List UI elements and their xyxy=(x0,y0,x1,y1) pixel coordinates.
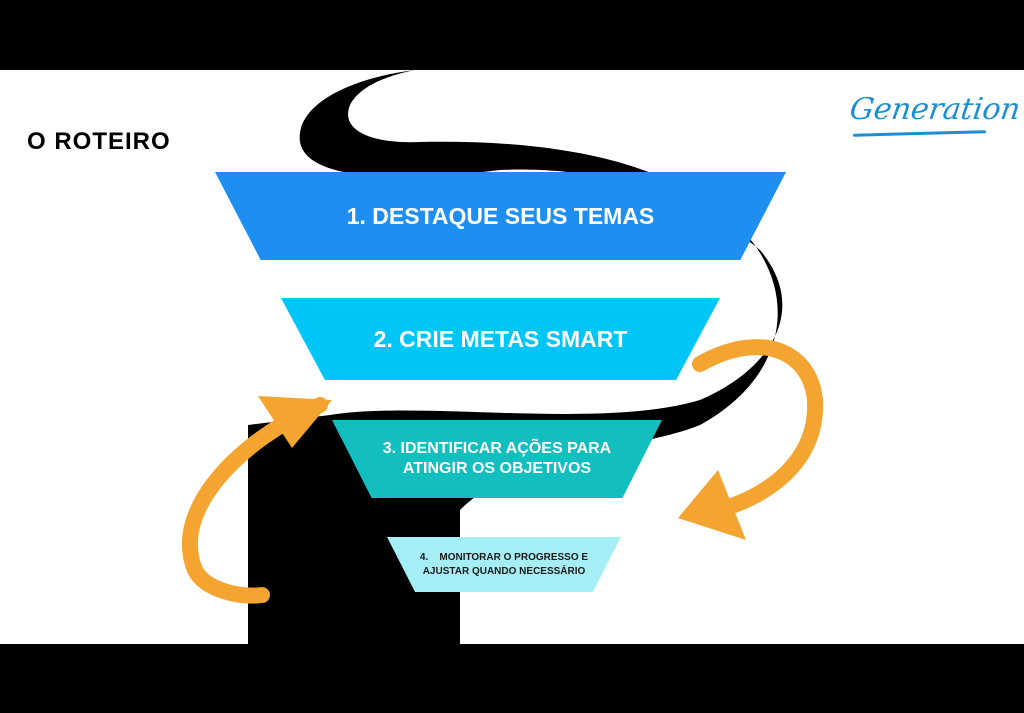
slide: O ROTEIRO Generation 1. DESTAQUE SEUS TE… xyxy=(0,70,1024,644)
generation-logo: Generation xyxy=(847,92,1023,127)
cycle-arrow-icon xyxy=(181,339,824,604)
funnel-step-4-label: 4. MONITORAR O PROGRESSO E AJUSTAR QUAND… xyxy=(419,551,591,577)
funnel-step-3-label: 3. IDENTIFICAR AÇÕES PARA ATINGIR OS OBJ… xyxy=(382,440,612,477)
winding-road-graphic xyxy=(181,70,824,644)
slide-title: O ROTEIRO xyxy=(27,128,171,155)
funnel-step-1: 1. DESTAQUE SEUS TEMAS xyxy=(215,172,786,260)
funnel-step-4: 4. MONITORAR O PROGRESSO E AJUSTAR QUAND… xyxy=(387,537,621,592)
funnel-step-3: 3. IDENTIFICAR AÇÕES PARA ATINGIR OS OBJ… xyxy=(332,420,662,498)
funnel-step-2-label: 2. CRIE METAS SMART xyxy=(373,325,628,352)
funnel-step-2: 2. CRIE METAS SMART xyxy=(281,298,720,380)
funnel-step-1-label: 1. DESTAQUE SEUS TEMAS xyxy=(346,202,655,229)
